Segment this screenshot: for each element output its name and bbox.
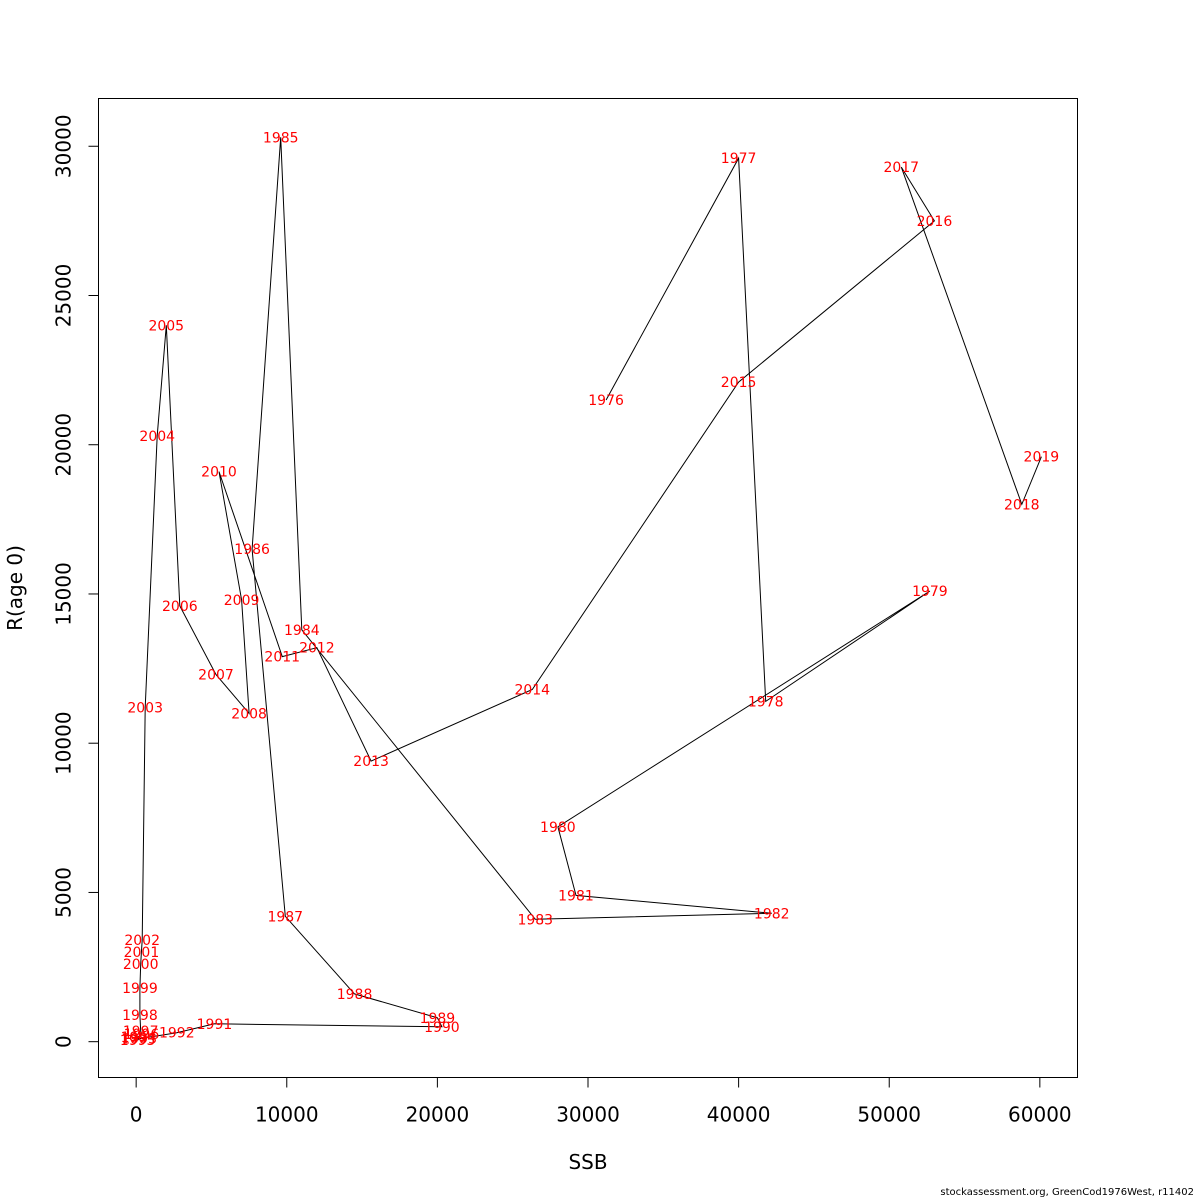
year-label-2010: 2010 <box>201 465 237 481</box>
y-axis-title: R(age 0) <box>3 545 27 631</box>
x-tick-label: 40000 <box>707 1103 771 1127</box>
year-label-1994: 1994 <box>121 1030 157 1046</box>
recruitment-path-line <box>137 137 1042 1041</box>
x-tick-label: 60000 <box>1008 1103 1072 1127</box>
year-label-1995: 1995 <box>120 1033 156 1049</box>
y-tick-label: 25000 <box>52 264 76 328</box>
year-label-2013: 2013 <box>353 754 389 770</box>
y-tick-label: 10000 <box>52 711 76 775</box>
year-label-2015: 2015 <box>721 375 757 391</box>
year-label-1983: 1983 <box>517 912 553 928</box>
source-caption: stockassessment.org, GreenCod1976West, r… <box>940 1187 1194 1198</box>
x-tick-label: 20000 <box>406 1103 470 1127</box>
year-label-1980: 1980 <box>540 820 576 836</box>
year-label-1976: 1976 <box>588 393 624 409</box>
year-label-1984: 1984 <box>284 623 320 639</box>
x-tick-label: 30000 <box>556 1103 620 1127</box>
year-label-2012: 2012 <box>299 641 335 657</box>
year-label-2003: 2003 <box>127 700 163 716</box>
year-label-1977: 1977 <box>721 151 757 167</box>
year-label-1996: 1996 <box>124 1027 160 1043</box>
year-label-1986: 1986 <box>234 542 270 558</box>
y-axis: 0 5000 10000 15000 20000 25000 30000 <box>52 114 99 1048</box>
year-label-2006: 2006 <box>162 599 198 615</box>
x-tick-label: 50000 <box>857 1103 921 1127</box>
x-axis-title: SSB <box>568 1150 607 1174</box>
y-tick-label: 15000 <box>52 562 76 626</box>
year-label-1991: 1991 <box>197 1017 233 1033</box>
year-label-1989: 1989 <box>420 1011 456 1027</box>
year-label-1990: 1990 <box>424 1020 460 1036</box>
y-tick-label: 20000 <box>52 413 76 477</box>
year-label-1998: 1998 <box>122 1008 158 1024</box>
year-label-1979: 1979 <box>912 584 948 600</box>
year-label-1982: 1982 <box>754 906 790 922</box>
year-label-1992: 1992 <box>159 1026 195 1042</box>
year-label-1988: 1988 <box>337 987 373 1003</box>
x-tick-label: 0 <box>130 1103 143 1127</box>
year-label-2017: 2017 <box>883 160 919 176</box>
year-label-1997: 1997 <box>123 1024 159 1040</box>
y-tick-label: 30000 <box>52 114 76 178</box>
year-label-2011: 2011 <box>264 650 300 666</box>
year-label-2014: 2014 <box>514 682 550 698</box>
year-label-2000: 2000 <box>123 957 159 973</box>
year-label-2016: 2016 <box>917 214 953 230</box>
year-label-2018: 2018 <box>1004 497 1040 513</box>
year-label-2019: 2019 <box>1024 450 1060 466</box>
year-label-2004: 2004 <box>139 429 175 445</box>
x-tick-label: 10000 <box>255 1103 319 1127</box>
year-label-2001: 2001 <box>124 945 160 961</box>
year-label-1981: 1981 <box>558 888 594 904</box>
y-tick-label: 0 <box>52 1035 76 1048</box>
year-label-2005: 2005 <box>148 318 184 334</box>
x-axis: 0 10000 20000 30000 40000 50000 60000 <box>130 1077 1072 1127</box>
year-label-1993: 1993 <box>121 1032 157 1048</box>
y-tick-label: 5000 <box>52 867 76 918</box>
year-label-1978: 1978 <box>748 694 784 710</box>
year-label-2002: 2002 <box>124 933 160 949</box>
year-labels: 1976 1977 1978 1979 1980 1981 1982 1983 1984 1985… <box>120 130 1059 1049</box>
year-label-1987: 1987 <box>267 909 303 925</box>
year-label-2008: 2008 <box>231 706 267 722</box>
year-label-2007: 2007 <box>198 668 234 684</box>
year-label-2009: 2009 <box>224 593 260 609</box>
year-label-1999: 1999 <box>122 981 158 997</box>
year-label-1985: 1985 <box>263 130 299 146</box>
